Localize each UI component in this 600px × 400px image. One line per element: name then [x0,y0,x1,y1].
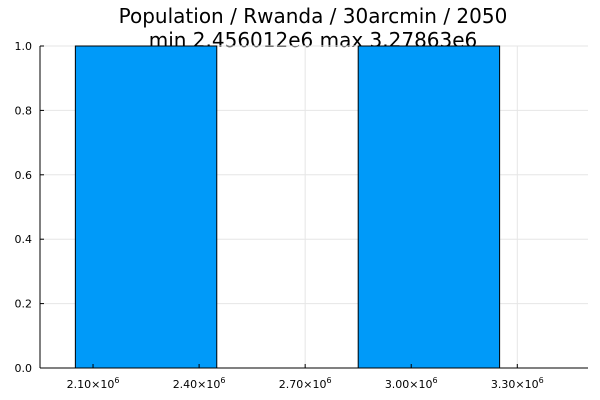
x-tick-label: 2.70×106 [279,376,332,391]
y-tick-label: 0.6 [15,169,33,182]
x-tick-label: 3.30×106 [491,376,544,391]
histogram-bar [357,45,501,369]
x-tick-label: 2.10×106 [67,376,120,391]
y-tick-label: 0.4 [15,233,33,246]
y-tick-label: 0.2 [15,298,33,311]
y-tick-label: 1.0 [15,40,33,53]
x-tick-label: 3.00×106 [385,376,438,391]
histogram-bar [74,45,218,369]
y-tick-labels: 0.0 0.2 0.4 0.6 0.8 1.0 [15,40,33,375]
x-tick-labels: 2.10×106 2.40×106 2.70×106 3.00×106 3.30×106 [67,376,544,391]
axes [39,45,588,369]
y-tick-label: 0.8 [15,104,33,117]
x-tick-label: 2.40×106 [173,376,226,391]
bars [74,45,501,369]
y-tick-label: 0.0 [15,362,33,375]
chart-title: Population / Rwanda / 30arcmin / 2050 [119,4,508,28]
